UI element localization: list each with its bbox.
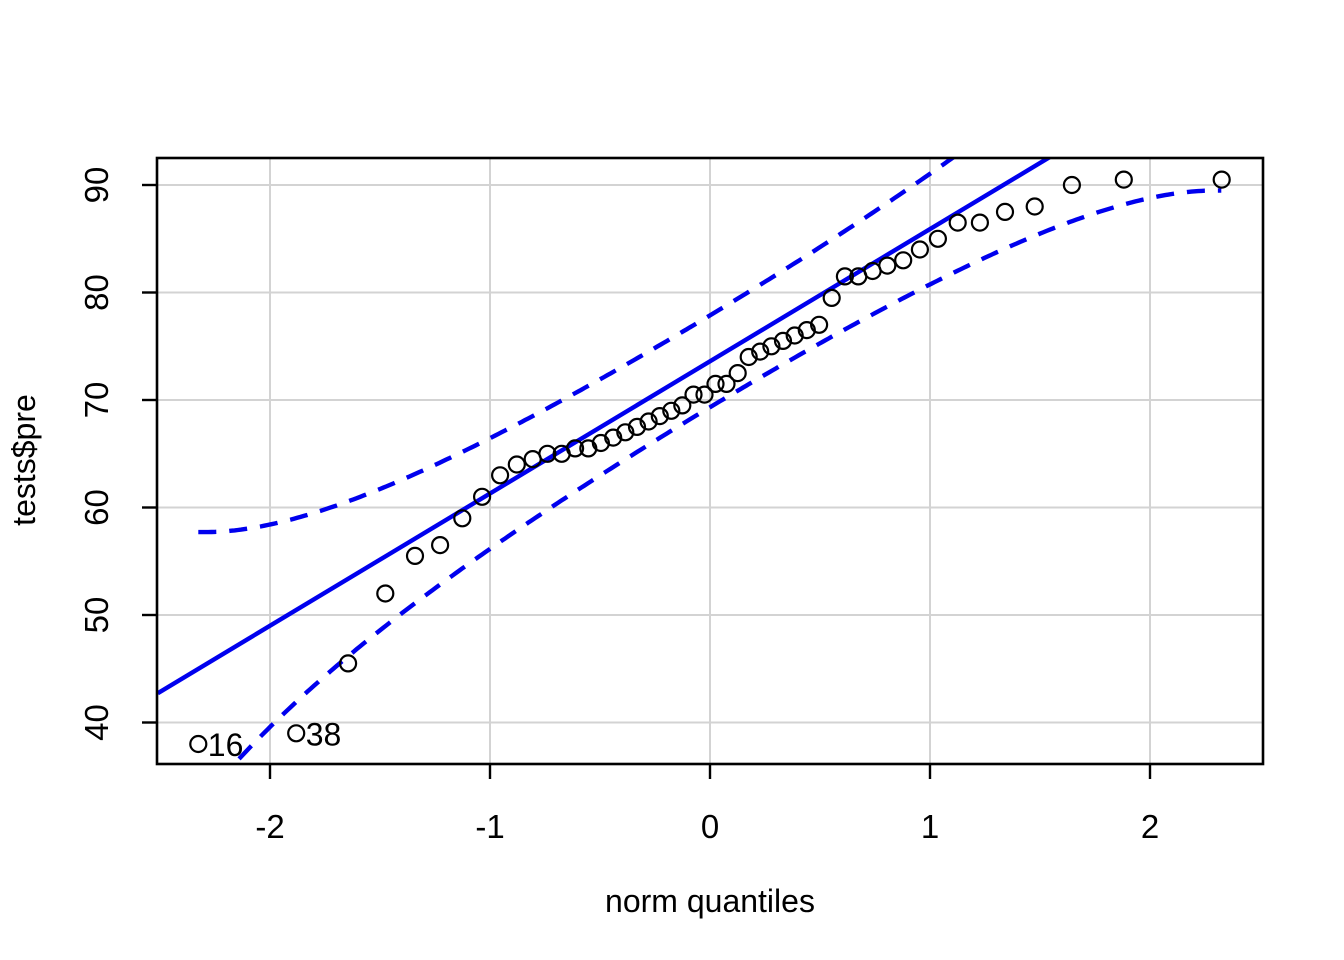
data-point — [1212, 170, 1231, 189]
y-tick-label: 80 — [78, 274, 115, 311]
data-point — [405, 546, 425, 566]
data-point — [523, 450, 542, 469]
data-point — [878, 256, 897, 275]
data-point — [1025, 197, 1044, 216]
data-point — [376, 584, 395, 603]
y-tick-label: 90 — [78, 167, 115, 204]
data-point — [894, 251, 913, 270]
confidence-envelope-lower — [231, 188, 1222, 764]
data-point — [835, 267, 855, 286]
x-tick-label: -2 — [255, 808, 284, 845]
data-point — [650, 407, 669, 426]
axes-layer: -2 -1 0 1 2 40 50 60 70 80 90 — [78, 156, 1265, 845]
y-tick-label: 70 — [78, 382, 115, 419]
data-point — [662, 401, 681, 420]
data-point — [604, 428, 623, 447]
data-point — [684, 385, 703, 404]
x-tick-label: -1 — [475, 808, 504, 845]
data-point — [627, 417, 647, 436]
grid-layer — [157, 158, 1263, 764]
data-point — [591, 433, 611, 453]
data-point — [473, 487, 492, 506]
data-point — [948, 213, 967, 232]
data-point — [1114, 170, 1133, 189]
data-point — [751, 342, 770, 361]
data-point — [491, 466, 510, 485]
data-point — [706, 374, 725, 393]
data-point — [339, 654, 358, 673]
data-point — [728, 364, 747, 383]
x-tick-label: 0 — [701, 808, 719, 845]
series-layer — [157, 158, 1222, 764]
y-tick-label: 60 — [78, 489, 115, 526]
data-point — [970, 213, 990, 232]
data-point — [673, 396, 692, 415]
y-tick-label: 40 — [78, 704, 115, 741]
data-point — [910, 240, 930, 259]
data-point — [809, 315, 829, 334]
outlier-label: 16 — [208, 727, 244, 763]
data-point — [565, 439, 585, 458]
reference-line — [157, 158, 1053, 696]
confidence-envelope-upper — [198, 158, 957, 535]
data-point — [995, 202, 1015, 221]
data-point — [928, 229, 948, 248]
x-axis-title: norm quantiles — [605, 883, 815, 919]
data-point — [717, 374, 736, 393]
data-point — [287, 724, 306, 743]
data-point — [1062, 175, 1082, 195]
data-point — [431, 535, 450, 555]
outlier-label: 38 — [306, 716, 342, 752]
data-point — [822, 288, 841, 307]
data-point — [538, 444, 557, 463]
y-axis-title: tests$pre — [6, 394, 42, 526]
data-point — [773, 331, 793, 350]
x-tick-label: 2 — [1141, 808, 1159, 845]
data-point — [639, 412, 658, 431]
data-point — [616, 423, 635, 442]
data-point — [797, 321, 816, 340]
annotations-layer: 16 38 — [208, 716, 341, 763]
data-point — [189, 734, 208, 754]
data-point — [695, 385, 714, 404]
data-point — [785, 326, 804, 345]
data-point — [762, 337, 781, 356]
data-point — [507, 455, 526, 474]
y-tick-label: 50 — [78, 597, 115, 634]
data-point — [739, 347, 758, 367]
x-tick-label: 1 — [921, 808, 939, 845]
points-layer — [189, 170, 1231, 754]
data-point — [453, 509, 472, 528]
